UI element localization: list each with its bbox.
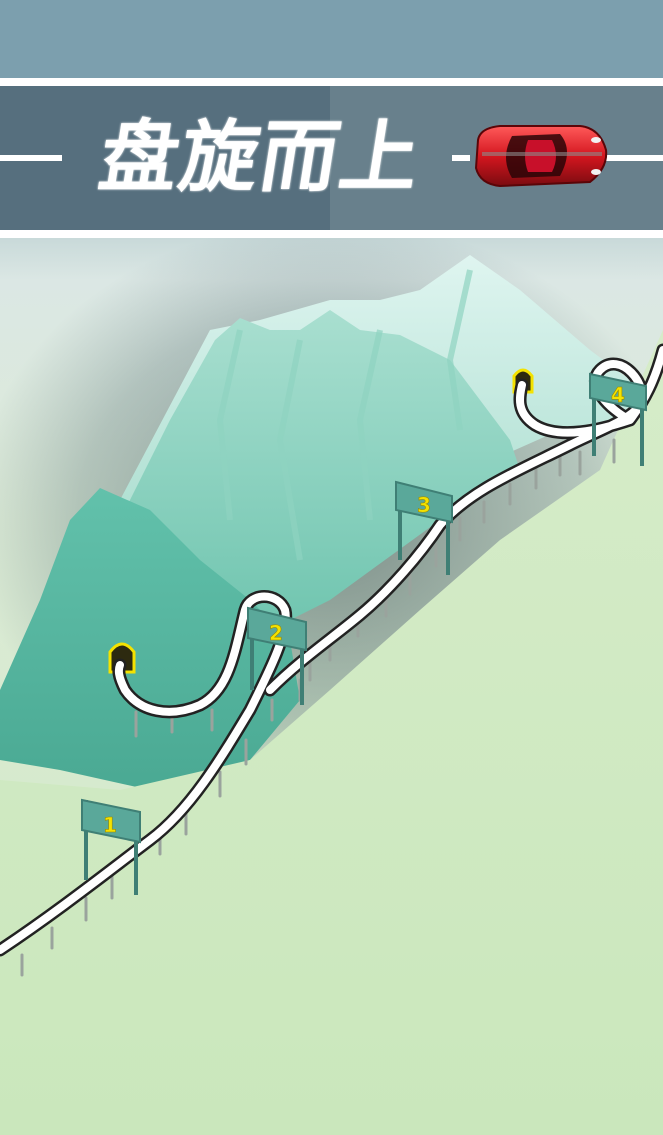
banner-road-line-right	[606, 155, 663, 161]
red-sports-car-icon	[474, 125, 608, 188]
winding-road	[0, 343, 663, 957]
banner-bottom-stripe	[0, 230, 663, 238]
checkpoint-sign-4: 4	[589, 372, 647, 466]
banner-top-stripe	[0, 78, 663, 86]
checkpoint-sign-3: 3	[395, 480, 453, 575]
checkpoint-sign-1: 1	[81, 798, 141, 895]
sky-strip	[0, 0, 663, 78]
checkpoint-label-2: 2	[269, 621, 283, 645]
game-title: 盘旋而上	[93, 113, 428, 203]
checkpoint-label-3: 3	[417, 493, 431, 517]
mountain-ridge-lines	[216, 269, 473, 561]
banner-road-line-mid	[452, 155, 470, 161]
banner-road-line-left	[0, 155, 62, 161]
checkpoint-label-4: 4	[611, 383, 625, 407]
checkpoint-label-1: 1	[103, 813, 117, 837]
checkpoint-sign-2: 2	[247, 606, 307, 705]
grass-slope	[0, 330, 663, 1135]
mountain-front	[0, 488, 300, 790]
